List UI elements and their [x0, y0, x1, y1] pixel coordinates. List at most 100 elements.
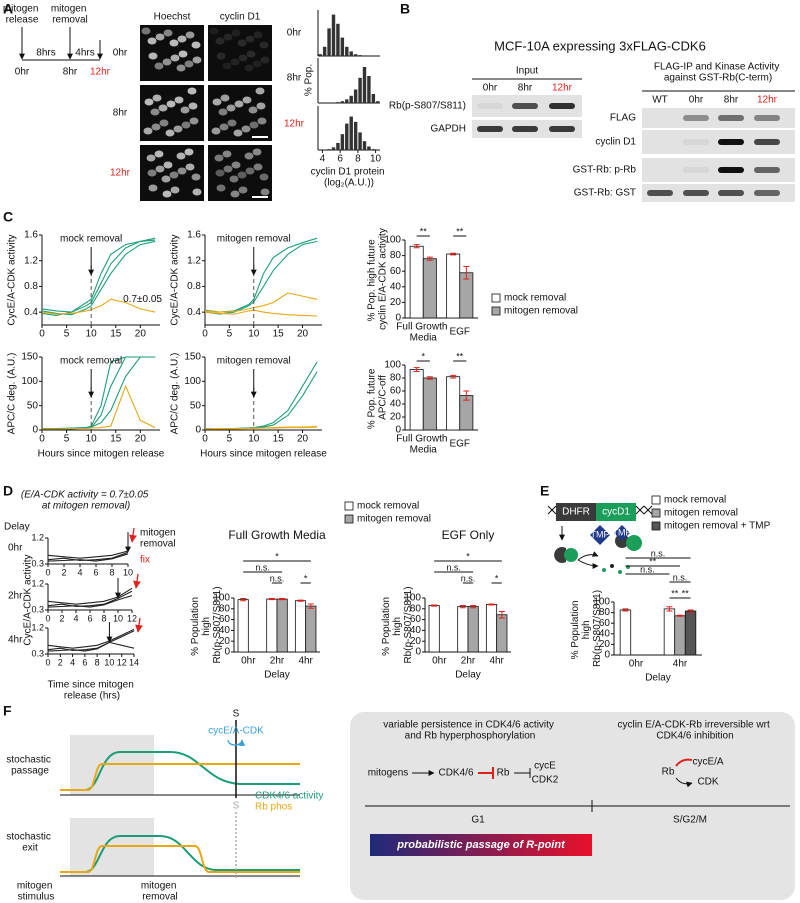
band — [683, 139, 709, 145]
nucleus — [238, 186, 248, 194]
band — [718, 190, 744, 196]
error-bar — [488, 603, 495, 606]
nucleus — [169, 171, 179, 179]
x-tick-label: 0 — [45, 613, 50, 623]
trace — [47, 590, 133, 608]
nucleus — [214, 154, 224, 162]
y-axis-label: % Population high Rb(p-S807/S811) — [190, 586, 223, 663]
hist-bar — [358, 132, 362, 150]
y-tick-label: 0 — [604, 650, 610, 661]
nucleus — [249, 121, 259, 129]
nucleus — [162, 190, 172, 198]
band — [683, 115, 709, 121]
error-bar — [450, 374, 457, 379]
cdk46-curve — [60, 835, 300, 873]
x-tick-label: 0 — [202, 329, 208, 340]
x-tick-label: 20 — [297, 329, 309, 340]
blot-row-label: GST-Rb: GST — [574, 188, 636, 199]
hist-bar — [322, 46, 327, 56]
nucleus — [184, 60, 194, 68]
significance-label: n.s. — [651, 548, 666, 558]
row-label: 0hr — [113, 48, 128, 59]
event-label: mock removal — [60, 356, 122, 367]
x-axis-label: cyclin D1 protein (log₂(A.U.)) — [311, 166, 388, 188]
rbphos-curve — [60, 763, 300, 791]
bar — [266, 598, 278, 653]
x-tick-label: 8 — [95, 657, 100, 667]
x-tick-label: Full Growth Media — [396, 321, 450, 343]
significance-label: * — [495, 573, 499, 583]
error-bar — [463, 266, 470, 280]
nucleus — [226, 104, 236, 112]
inhibition — [514, 768, 531, 778]
lane-label: 0hr — [483, 83, 498, 94]
text-line: high — [392, 614, 403, 636]
text-line: cyclin E/A-CDK activity — [377, 228, 388, 330]
significance-label: ** — [649, 556, 657, 566]
text-line: % Population — [381, 594, 392, 656]
nucleus — [148, 184, 158, 192]
y-tick-label: 50 — [27, 400, 39, 411]
hist-bar — [371, 94, 376, 103]
nucleus — [244, 152, 254, 160]
y-tick-label: 150 — [184, 352, 201, 363]
fix-arrow — [135, 617, 143, 633]
nucleus — [252, 148, 262, 156]
band — [754, 139, 780, 145]
y-tick-label: 100 — [384, 235, 401, 246]
hist-bar — [367, 146, 371, 150]
panel-letter: F — [3, 703, 12, 719]
interval-label: 4hrs — [75, 48, 94, 59]
y-tick-label: 0 — [32, 425, 38, 436]
legend-label: mitogen removal — [664, 508, 738, 519]
trace — [47, 630, 135, 652]
nucleus — [147, 37, 157, 45]
nucleus — [163, 29, 173, 37]
nucleus — [189, 117, 199, 125]
text-line: % Pop. high future — [366, 236, 377, 321]
y-tick-label: 1.2 — [31, 532, 44, 542]
x-tick-label: 15 — [110, 329, 122, 340]
blot-title: Input — [516, 66, 538, 77]
x-tick-label: 2 — [59, 613, 64, 623]
hist-label: 12hr — [284, 119, 305, 130]
bar — [305, 605, 317, 653]
complex-node: CDK — [697, 777, 718, 788]
nucleus — [248, 106, 258, 114]
error-bar — [431, 604, 438, 607]
band — [718, 167, 744, 173]
legend-label: CDK4/6 activity — [255, 791, 323, 802]
x-tick-label: 20 — [135, 329, 147, 340]
nucleus — [158, 104, 168, 112]
x-tick-label: 15 — [273, 329, 285, 340]
nucleus — [166, 100, 176, 108]
trace — [47, 628, 135, 649]
trace — [204, 371, 318, 430]
blots — [472, 95, 795, 202]
event-label: mitogen removal — [217, 234, 291, 245]
pathway-node: cycE — [534, 761, 556, 772]
bar — [619, 609, 632, 656]
y-tick-label: 150 — [21, 352, 38, 363]
y-tick-label: 1.2 — [31, 578, 44, 588]
text-line: high — [201, 614, 212, 636]
text-line: mitogen — [17, 880, 55, 891]
text-line: Media — [410, 332, 438, 343]
event-label: mitogen removal — [140, 527, 178, 549]
nucleus — [259, 41, 269, 49]
legend-swatch — [344, 514, 354, 524]
y-axis-label: CycE/A-CDK activity — [23, 554, 34, 645]
nucleus — [151, 123, 161, 131]
nucleus — [154, 150, 164, 158]
significance-label: ** — [420, 226, 428, 236]
error-bar — [297, 599, 304, 602]
x-axis-label: Delay — [455, 670, 481, 681]
hist-bar — [371, 149, 376, 150]
nucleus — [218, 108, 228, 116]
significance-label: n.s. — [461, 573, 476, 583]
nucleus — [222, 150, 232, 158]
text-line: against GST-Rb(C-term) — [664, 72, 772, 83]
x-tick-label: EGF — [449, 439, 470, 450]
